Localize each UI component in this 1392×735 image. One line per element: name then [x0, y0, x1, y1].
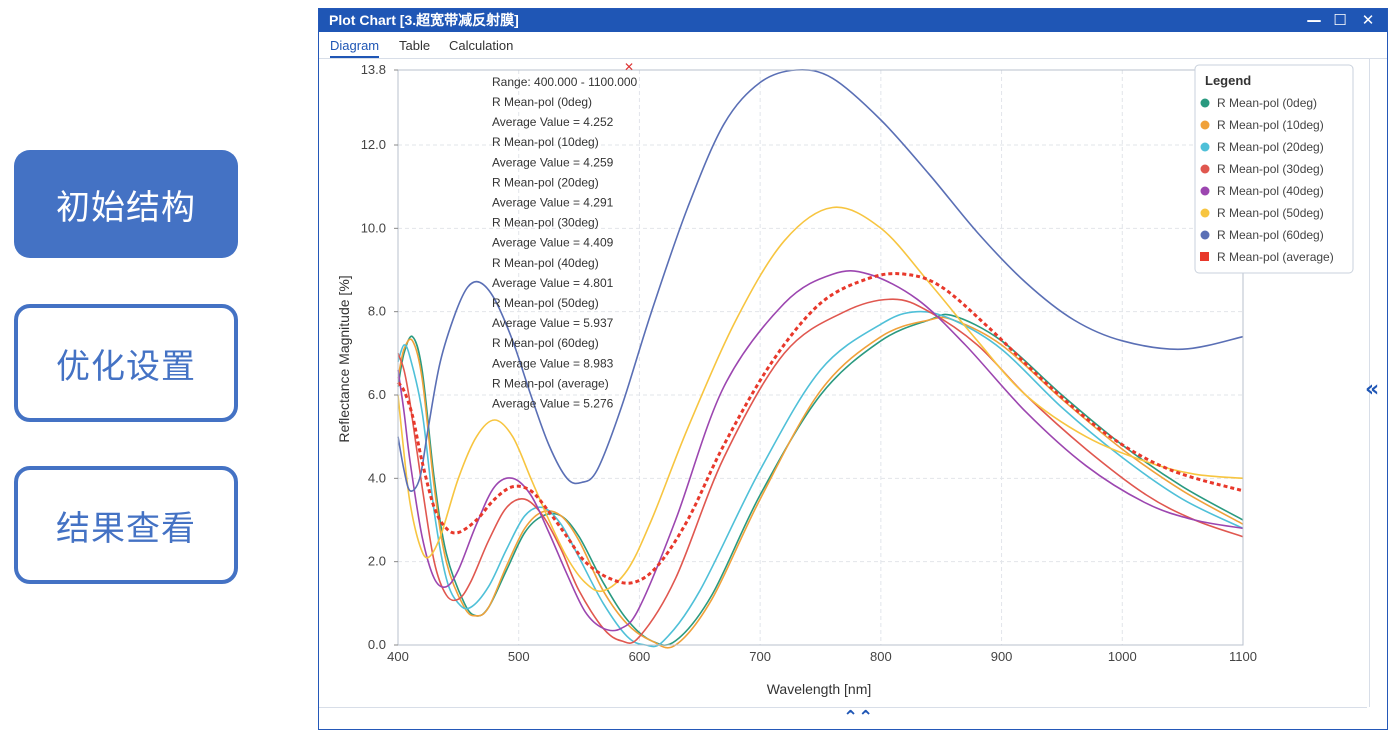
stats-line: Average Value = 5.276	[492, 397, 614, 411]
legend-swatch	[1200, 142, 1210, 152]
legend-swatch	[1200, 98, 1210, 108]
stats-line: Average Value = 4.252	[492, 115, 614, 129]
range-marker-icon[interactable]: ✕	[624, 60, 634, 74]
legend[interactable]: Legend R Mean-pol (0deg) R Mean-pol (10de…	[1194, 64, 1354, 274]
y-tick-label: 8.0	[368, 304, 386, 319]
series-line-2	[397, 310, 1244, 648]
stats-line: R Mean-pol (average)	[492, 376, 609, 390]
y-tick-label: 10.0	[361, 220, 386, 235]
close-icon[interactable]: ✕	[1361, 11, 1375, 29]
stats-line: R Mean-pol (0deg)	[492, 95, 592, 109]
x-tick-label: 900	[991, 649, 1013, 664]
x-tick-label: 1100	[1229, 649, 1257, 664]
chart-axes: 400 500 600 700 800 900 1000 1100 0.0 2.0 4.0 6.0 8.…	[361, 62, 1257, 664]
stats-line: R Mean-pol (10deg)	[492, 135, 599, 149]
x-tick-label: 700	[749, 649, 771, 664]
maximize-icon[interactable]: ☐	[1333, 11, 1347, 29]
legend-item-label: R Mean-pol (average)	[1217, 250, 1334, 264]
legend-swatch	[1200, 164, 1210, 174]
y-tick-label: 2.0	[368, 554, 386, 569]
series-line-0	[397, 313, 1244, 646]
window-titlebar[interactable]: Plot Chart [3.超宽带减反射膜] — ☐ ✕	[319, 9, 1387, 32]
tab-calculation[interactable]: Calculation	[449, 38, 514, 53]
legend-item-label: R Mean-pol (60deg)	[1217, 228, 1324, 242]
stats-range: Range: 400.000 - 1100.000	[492, 75, 638, 89]
y-tick-label: 12.0	[361, 137, 386, 152]
legend-item-label: R Mean-pol (20deg)	[1217, 140, 1324, 154]
legend-item-label: R Mean-pol (50deg)	[1217, 206, 1324, 220]
x-axis-label: Wavelength [nm]	[767, 681, 872, 697]
nav-optimization-settings-button[interactable]: 优化设置	[14, 304, 238, 422]
y-tick-label: 0.0	[368, 637, 386, 652]
bottom-divider	[319, 707, 1367, 708]
y-tick-label: 4.0	[368, 470, 386, 485]
stats-line: R Mean-pol (20deg)	[492, 175, 599, 189]
legend-item-label: R Mean-pol (30deg)	[1217, 162, 1324, 176]
legend-item-label: R Mean-pol (10deg)	[1217, 118, 1324, 132]
statistics-annotation: Range: 400.000 - 1100.000 R Mean-pol (0d…	[492, 75, 638, 411]
legend-item-label: R Mean-pol (0deg)	[1217, 96, 1317, 110]
x-tick-label: 400	[387, 649, 409, 664]
window-title: Plot Chart [3.超宽带减反射膜]	[329, 12, 519, 28]
minimize-icon[interactable]: —	[1306, 11, 1322, 29]
stats-line: Average Value = 4.259	[492, 155, 614, 169]
y-tick-label: 13.8	[361, 62, 386, 77]
legend-swatch	[1200, 230, 1210, 240]
series-line-1	[397, 316, 1244, 649]
stats-line: R Mean-pol (30deg)	[492, 216, 599, 230]
stats-line: Average Value = 4.409	[492, 236, 614, 250]
series-line-3	[397, 298, 1244, 644]
collapse-side-panel-icon[interactable]: «	[1365, 377, 1380, 402]
stats-line: R Mean-pol (60deg)	[492, 336, 599, 350]
tab-table[interactable]: Table	[399, 38, 431, 53]
series-line-4	[397, 269, 1244, 632]
plot-chart-window: Plot Chart [3.超宽带减反射膜] — ☐ ✕ Diagram Tab…	[318, 8, 1388, 730]
chart-series	[396, 69, 1244, 649]
series-line-6	[397, 69, 1244, 492]
nav-initial-structure-button[interactable]: 初始结构	[14, 150, 238, 258]
legend-swatch	[1200, 120, 1210, 130]
stats-line: R Mean-pol (40deg)	[492, 256, 599, 270]
legend-swatch	[1200, 252, 1209, 261]
x-tick-label: 1000	[1108, 649, 1137, 664]
legend-title: Legend	[1205, 73, 1251, 88]
expand-bottom-panel-icon[interactable]: ⌃⌃	[843, 707, 874, 728]
series-line-7	[396, 272, 1244, 585]
stats-line: Average Value = 5.937	[492, 316, 614, 330]
tab-bar: Diagram Table Calculation	[319, 32, 1387, 59]
stats-line: Average Value = 4.801	[492, 276, 614, 290]
tab-diagram[interactable]: Diagram	[330, 38, 380, 58]
stats-line: R Mean-pol (50deg)	[492, 296, 599, 310]
legend-swatch	[1200, 186, 1210, 196]
y-axis-label: Reflectance Magnitude [%]	[336, 275, 352, 442]
side-panel-divider	[1369, 59, 1370, 707]
x-tick-label: 600	[629, 649, 651, 664]
legend-item-label: R Mean-pol (40deg)	[1217, 184, 1324, 198]
nav-result-view-button[interactable]: 结果查看	[14, 466, 238, 584]
x-tick-label: 800	[870, 649, 892, 664]
legend-swatch	[1200, 208, 1210, 218]
reflectance-chart[interactable]: 400 500 600 700 800 900 1000 1100 0.0 2.0 4.0 6.0 8.…	[319, 59, 1367, 707]
y-tick-label: 6.0	[368, 387, 386, 402]
x-tick-label: 500	[508, 649, 530, 664]
stats-line: Average Value = 4.291	[492, 196, 614, 210]
stats-line: Average Value = 8.983	[492, 356, 614, 370]
